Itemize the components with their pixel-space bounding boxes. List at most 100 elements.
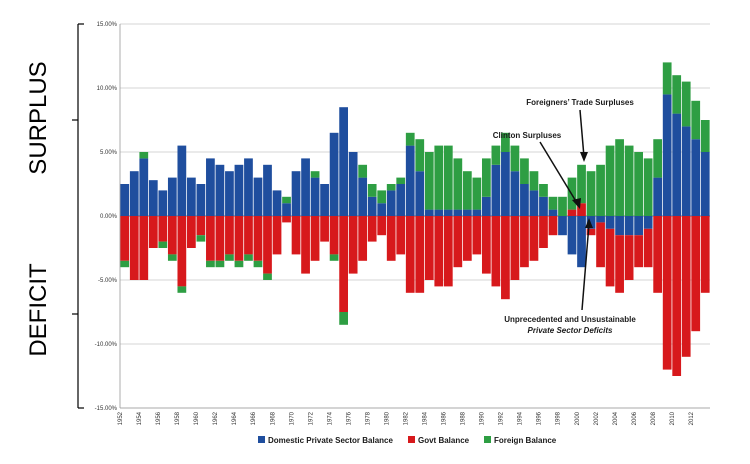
- x-tick-label: 1988: [461, 411, 467, 425]
- x-tick-label: 1962: [213, 411, 219, 425]
- bar-govt: [548, 216, 558, 236]
- bar-foreign: [177, 286, 187, 293]
- bar-govt: [206, 216, 215, 261]
- bar-foreign: [358, 164, 368, 178]
- bar-foreign: [462, 171, 472, 210]
- legend-label-private: Domestic Private Sector Balance: [268, 436, 393, 445]
- bar-govt: [586, 228, 596, 236]
- bar-private: [491, 164, 501, 216]
- x-tick-label: 1956: [156, 411, 162, 425]
- bar-private: [434, 209, 444, 216]
- bar-foreign: [386, 184, 396, 191]
- annotation-foreign-trade-arrowhead: [580, 152, 588, 162]
- bar-private: [320, 184, 329, 216]
- bar-private: [348, 152, 358, 216]
- bar-foreign: [405, 132, 415, 146]
- bar-foreign: [310, 171, 320, 178]
- gridlines: [119, 23, 710, 409]
- bar-foreign: [691, 100, 701, 140]
- bar-govt: [244, 216, 253, 255]
- annotation-private-deficit-line2: Private Sector Deficits: [528, 326, 613, 335]
- bar-private: [339, 107, 348, 216]
- bar-foreign: [282, 196, 291, 204]
- bar-private: [139, 158, 149, 216]
- x-tick-label: 1996: [537, 411, 543, 425]
- bar-private: [634, 216, 643, 236]
- bar-foreign: [453, 158, 463, 210]
- y-tick-label: 5.00%: [100, 150, 118, 156]
- bar-foreign: [253, 260, 263, 268]
- bar-foreign: [244, 254, 253, 261]
- bar-private: [272, 190, 282, 216]
- bar-govt: [282, 216, 291, 223]
- bar-govt: [443, 216, 453, 287]
- bar-govt: [577, 203, 586, 216]
- x-tick-label: 1952: [118, 411, 124, 425]
- legend-label-govt: Govt Balance: [418, 436, 470, 445]
- bar-private: [282, 203, 291, 216]
- bar-foreign: [672, 75, 682, 114]
- bar-foreign: [434, 145, 444, 210]
- bar-govt: [672, 216, 682, 376]
- bar-private: [539, 196, 548, 216]
- bar-private: [529, 190, 539, 216]
- bar-private: [605, 216, 615, 229]
- legend: Domestic Private Sector Balance Govt Bal…: [258, 436, 557, 445]
- x-tick-label: 1982: [404, 411, 410, 425]
- bar-private: [129, 171, 139, 216]
- bar-foreign: [424, 152, 434, 210]
- bar-govt: [472, 216, 482, 255]
- x-tick-label: 1980: [385, 411, 391, 425]
- bar-foreign: [520, 158, 529, 184]
- bar-govt: [339, 216, 348, 312]
- x-tick-label: 1984: [423, 411, 429, 425]
- annotation-private-deficit-arrow: [581, 223, 590, 311]
- bar-private: [225, 171, 234, 216]
- bar-govt: [643, 228, 653, 268]
- bar-govt: [358, 216, 368, 261]
- annotation-clinton: Clinton Surpluses: [493, 131, 562, 140]
- bar-private: [567, 216, 577, 255]
- bar-govt: [539, 216, 548, 248]
- bar-private: [291, 171, 301, 216]
- bar-private: [377, 203, 387, 216]
- bar-govt: [529, 216, 539, 261]
- bar-govt: [700, 216, 710, 293]
- bar-private: [681, 126, 691, 216]
- legend-swatch-private: [258, 436, 265, 443]
- bar-private: [310, 177, 320, 216]
- x-tick-label: 2000: [575, 411, 581, 425]
- x-tick-label: 1992: [499, 411, 505, 425]
- x-tick-label: 2012: [689, 411, 695, 425]
- bar-govt: [234, 216, 244, 261]
- bar-private: [510, 171, 520, 216]
- x-tick-label: 1960: [194, 411, 200, 425]
- bar-govt: [225, 216, 234, 255]
- bar-govt: [367, 216, 377, 242]
- bar-govt: [405, 216, 415, 293]
- bar-foreign: [634, 152, 643, 216]
- bar-private: [615, 216, 624, 236]
- bar-foreign: [167, 254, 177, 261]
- x-tick-labels: 1952 1954 1956 1958 1960 1962 1964 1966 1968 1970…: [118, 411, 695, 425]
- bar-foreign: [415, 139, 425, 172]
- bar-govt: [253, 216, 263, 261]
- bar-private: [234, 164, 244, 216]
- bar-foreign: [196, 235, 206, 242]
- bar-foreign: [586, 171, 596, 216]
- bar-govt: [501, 216, 510, 300]
- bar-private: [148, 180, 158, 216]
- x-tick-label: 1968: [270, 411, 276, 425]
- bar-private: [253, 177, 263, 216]
- bar-foreign: [158, 241, 168, 248]
- x-tick-label: 1998: [556, 411, 562, 425]
- bar-private: [558, 216, 567, 236]
- bar-private: [586, 216, 596, 229]
- bar-private: [424, 209, 434, 216]
- bar-govt: [424, 216, 434, 280]
- bar-govt: [691, 216, 701, 332]
- legend-swatch-foreign: [484, 436, 491, 443]
- bar-foreign: [662, 62, 672, 95]
- y-tick-label: 10.00%: [97, 86, 118, 92]
